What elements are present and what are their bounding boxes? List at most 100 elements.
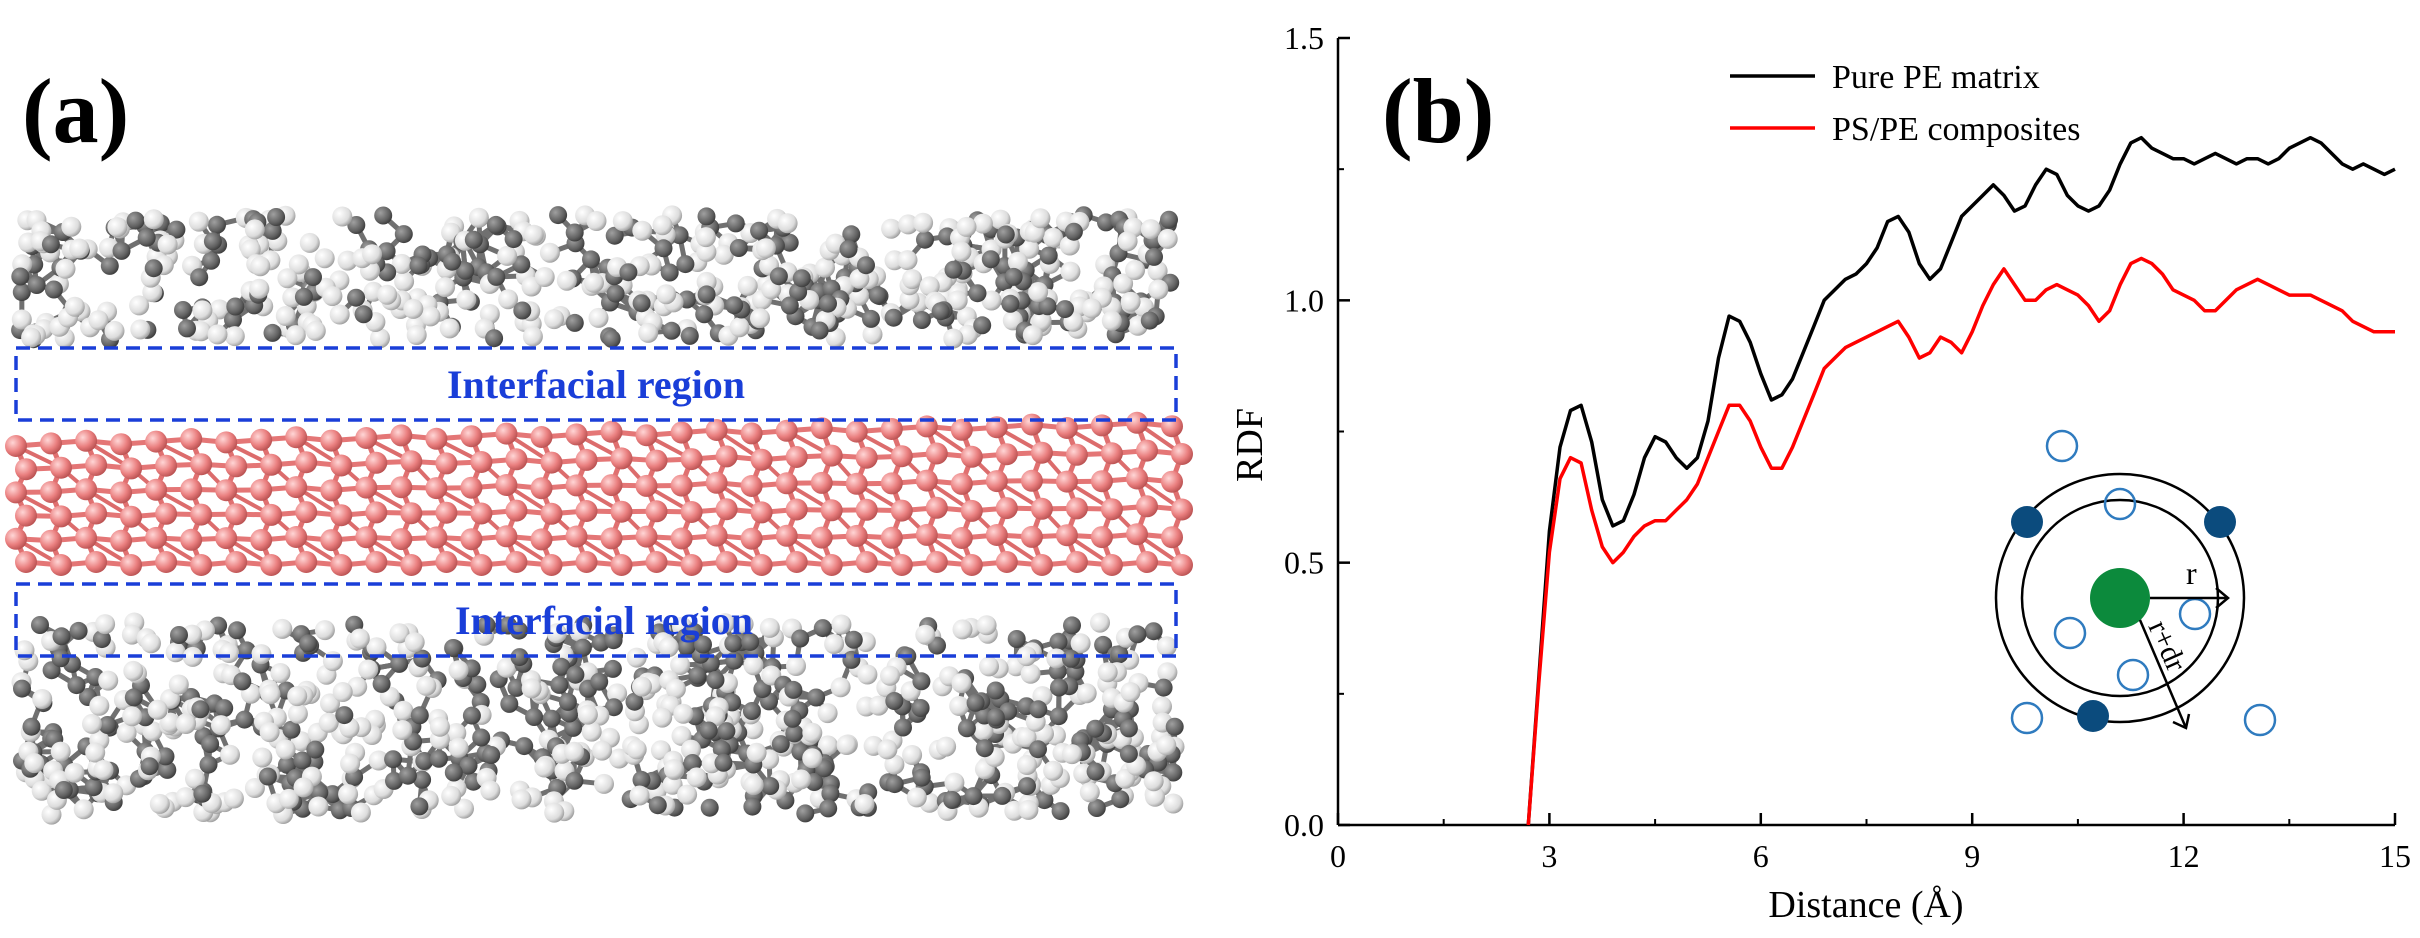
pe-atom	[456, 261, 475, 280]
pe-atom	[656, 284, 677, 305]
pe-atom	[582, 250, 600, 269]
pe-atom	[1147, 261, 1168, 281]
open-atom	[2103, 487, 2137, 521]
pe-atom	[696, 241, 717, 262]
pe-atom	[362, 244, 383, 265]
pe-atom	[1030, 208, 1051, 229]
pe-atom	[981, 250, 1000, 269]
pe-atom	[931, 302, 950, 321]
pe-atom	[1140, 219, 1161, 240]
pe-atom	[55, 258, 76, 279]
pe-atom	[112, 241, 131, 260]
pe-atom	[21, 327, 42, 348]
rdf-schematic-inset: r r+dr	[1994, 429, 2277, 737]
pe-atom	[670, 226, 689, 245]
pe-atom	[652, 215, 673, 236]
pe-atom	[750, 221, 769, 240]
pe-matrix-top	[11, 205, 1180, 349]
pe-atom	[619, 263, 638, 282]
pe-atom	[188, 211, 209, 232]
pe-atom	[612, 211, 633, 232]
pe-atom	[676, 255, 695, 274]
pe-atom	[899, 289, 920, 310]
pe-atom	[632, 294, 651, 313]
molecular-structure-image: Interfacial region Interfacial region	[5, 205, 1193, 825]
pe-atom	[487, 267, 506, 286]
x-tick-label: 9	[1964, 838, 1980, 874]
pe-atom	[981, 290, 1002, 311]
pe-atom	[129, 295, 150, 316]
pe-atom	[725, 296, 744, 315]
pe-atom	[64, 296, 85, 317]
pe-atom	[203, 232, 222, 251]
x-tick-label: 15	[2379, 838, 2411, 874]
pe-atom	[777, 213, 798, 234]
pe-atom	[605, 226, 624, 245]
pe-atom	[565, 223, 584, 242]
pe-atom	[143, 209, 164, 230]
filled-atom	[2011, 506, 2043, 538]
pe-atom	[902, 269, 923, 290]
pe-atom	[208, 215, 226, 234]
pe-atom	[755, 238, 776, 259]
pe-atom	[1007, 251, 1028, 272]
pe-atom	[881, 218, 902, 239]
pe-atom	[680, 326, 699, 345]
pe-atom	[244, 219, 265, 240]
pe-atom	[1101, 310, 1122, 331]
open-atom	[2010, 701, 2044, 735]
reference-atom	[2090, 568, 2150, 628]
pe-atom	[815, 257, 835, 278]
open-atom	[2116, 658, 2150, 692]
pe-atom	[69, 238, 90, 259]
pe-atom	[1120, 291, 1141, 312]
pe-atom	[420, 306, 441, 327]
pe-atom	[486, 215, 505, 234]
y-tick-label: 0.0	[1284, 807, 1324, 843]
pe-atom	[897, 250, 918, 271]
pe-atom	[1140, 311, 1159, 330]
pe-atom	[792, 269, 811, 288]
pe-atom	[322, 286, 343, 307]
pe-atom	[972, 213, 993, 234]
legend-label-pure-pe: Pure PE matrix	[1832, 59, 2040, 96]
pe-atom	[810, 321, 829, 340]
y-tick-label: 1.0	[1284, 282, 1324, 318]
y-axis-label: RDF	[1229, 408, 1271, 482]
pe-atom	[825, 327, 846, 348]
open-atom	[2243, 703, 2277, 737]
axis-ticks	[1336, 36, 2397, 827]
pe-atom	[556, 270, 577, 291]
pe-atom	[857, 256, 875, 275]
chart-axes	[1336, 38, 2395, 827]
pe-atom	[435, 277, 456, 298]
pe-atom	[285, 325, 306, 346]
pe-atom	[726, 214, 745, 233]
pe-atom	[1019, 238, 1040, 259]
pe-atom	[226, 297, 245, 316]
pe-atom	[250, 256, 271, 277]
pe-atom	[144, 259, 163, 278]
pe-atom	[191, 321, 212, 342]
pe-atom	[1039, 246, 1058, 265]
pe-atom	[780, 233, 799, 252]
pe-atom	[947, 290, 968, 311]
pe-atom	[695, 305, 714, 324]
pe-atom	[267, 208, 286, 226]
pe-atom	[456, 289, 477, 310]
pe-atom	[1043, 227, 1064, 248]
pe-atom	[100, 256, 119, 275]
pe-atom	[332, 206, 353, 227]
inset-label-r: r	[2186, 555, 2197, 591]
pe-atom	[780, 296, 799, 315]
pe-atom	[391, 253, 412, 274]
pe-atom	[406, 325, 427, 345]
pe-atom	[1022, 325, 1043, 346]
pe-matrix-bottom	[11, 612, 1185, 825]
pe-atom	[951, 241, 972, 262]
pe-atom	[337, 250, 358, 271]
pe-atom	[374, 206, 393, 225]
pe-atom	[549, 206, 568, 225]
pe-atom	[314, 248, 335, 269]
pe-atom	[394, 225, 413, 244]
